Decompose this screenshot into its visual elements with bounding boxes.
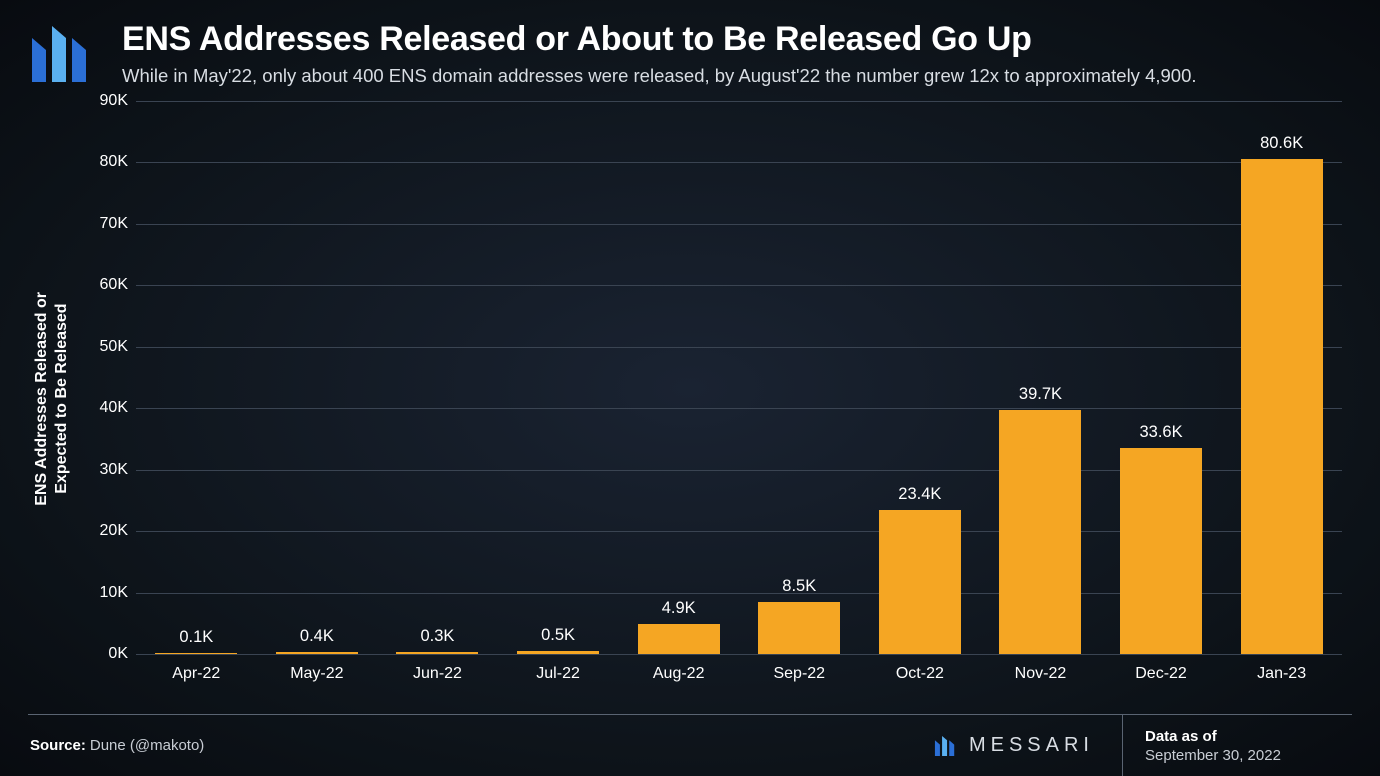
header: ENS Addresses Released or About to Be Re… [28,20,1352,93]
bar-slot: 8.5K [739,101,860,654]
bar-slot: 80.6K [1221,101,1342,654]
bar-value-label: 39.7K [1019,385,1062,404]
y-tick-label: 40K [80,399,128,417]
bars-container: 0.1K 0.4K 0.3K 0.5K 4.9K 8.5K 23.4K 39.7K 33.6K 8… [136,101,1342,654]
y-tick-label: 30K [80,461,128,479]
source-label: Source: [30,737,86,754]
x-tick-label: Sep-22 [739,665,860,683]
y-tick-label: 10K [80,584,128,602]
bar-slot: 39.7K [980,101,1101,654]
bar [879,510,961,654]
x-tick-label: May-22 [257,665,378,683]
x-tick-label: Jun-22 [377,665,498,683]
x-tick-label: Jul-22 [498,665,619,683]
source-value: Dune (@makoto) [90,737,204,754]
bar-slot: 0.4K [257,101,378,654]
footer-brand: MESSARI [905,715,1122,776]
y-axis-label: ENS Addresses Released or Expected to Be… [28,292,80,506]
page: ENS Addresses Released or About to Be Re… [0,0,1380,776]
bar [1241,159,1323,654]
data-as-of-label: Data as of [1145,728,1352,745]
y-tick-label: 50K [80,338,128,356]
y-tick-label: 70K [80,215,128,233]
bar-value-label: 33.6K [1139,423,1182,442]
data-as-of-value: September 30, 2022 [1145,747,1352,764]
bar-value-label: 0.1K [179,628,213,647]
footer: Source: Dune (@makoto) MESSARI Data as o… [28,714,1352,776]
y-tick-label: 90K [80,92,128,110]
brand-text: MESSARI [969,734,1094,757]
bar-value-label: 8.5K [782,577,816,596]
y-axis-label-line1: ENS Addresses Released or [33,292,50,506]
x-tick-label: Dec-22 [1101,665,1222,683]
bar-slot: 0.5K [498,101,619,654]
bar [638,624,720,654]
y-tick-label: 80K [80,153,128,171]
bar [1120,448,1202,654]
x-tick-label: Aug-22 [618,665,739,683]
y-tick-label: 0K [80,645,128,663]
bar-value-label: 80.6K [1260,134,1303,153]
bar-value-label: 0.4K [300,627,334,646]
bar-slot: 0.3K [377,101,498,654]
source: Source: Dune (@makoto) [28,715,905,776]
bar [758,602,840,654]
x-tick-label: Apr-22 [136,665,257,683]
page-title: ENS Addresses Released or About to Be Re… [122,20,1352,59]
x-tick-label: Jan-23 [1221,665,1342,683]
page-subtitle: While in May'22, only about 400 ENS doma… [122,65,1352,87]
y-tick-label: 20K [80,522,128,540]
bar-value-label: 0.5K [541,626,575,645]
y-tick-label: 60K [80,276,128,294]
data-as-of: Data as of September 30, 2022 [1122,715,1352,776]
bar-value-label: 23.4K [898,485,941,504]
bar [999,410,1081,654]
messari-logo-icon [28,20,98,87]
title-block: ENS Addresses Released or About to Be Re… [122,20,1352,87]
bar-slot: 23.4K [860,101,981,654]
x-tick-label: Nov-22 [980,665,1101,683]
bar-slot: 0.1K [136,101,257,654]
bar-value-label: 0.3K [421,627,455,646]
messari-logo-small-icon [933,736,959,756]
y-axis-label-line2: Expected to Be Released [53,303,70,493]
bar-slot: 33.6K [1101,101,1222,654]
chart-area: ENS Addresses Released or Expected to Be… [28,101,1352,696]
x-tick-label: Oct-22 [860,665,981,683]
bar-slot: 4.9K [618,101,739,654]
plot: 0K10K20K30K40K50K60K70K80K90K 0.1K0.4K0.… [80,101,1352,696]
bar-value-label: 4.9K [662,599,696,618]
x-axis: Apr-22May-22Jun-22Jul-22Aug-22Sep-22Oct-… [136,654,1342,696]
